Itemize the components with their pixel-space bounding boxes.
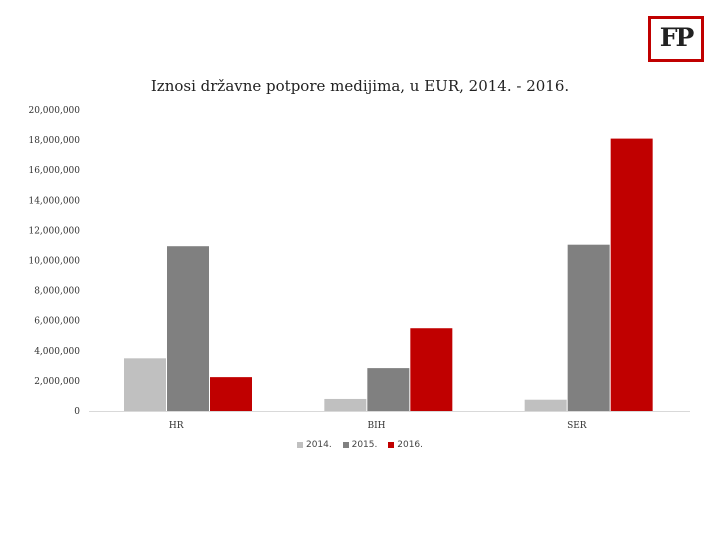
legend-item-2014: 2014. (296, 440, 332, 450)
y-tick-label: 16,000,000 (28, 166, 80, 176)
y-tick-label: 6,000,000 (34, 317, 80, 327)
bar-ser-0 (524, 399, 567, 411)
bar-hr-0 (124, 358, 166, 411)
y-tick-label: 0 (74, 407, 80, 417)
y-tick-label: 10,000,000 (28, 257, 80, 267)
legend-swatch-2015 (342, 441, 349, 448)
y-tick-label: 14,000,000 (28, 196, 80, 206)
legend-item-2015: 2015. (342, 440, 378, 450)
x-tick-label: HR (169, 421, 184, 431)
legend-swatch-2016 (388, 441, 395, 448)
x-tick-label: SER (567, 421, 587, 431)
chart-title: Iznosi državne potpore medijima, u EUR, … (150, 77, 570, 95)
bar-bih-1 (367, 368, 410, 411)
legend-label-2014: 2014. (305, 440, 332, 450)
bar-ser-1 (567, 244, 610, 411)
legend-label-2015: 2015. (351, 440, 378, 450)
y-tick-label: 18,000,000 (28, 136, 80, 146)
bar-hr-2 (210, 377, 252, 411)
bar-ser-2 (610, 138, 653, 411)
bar-hr-1 (167, 246, 209, 411)
y-tick-label: 2,000,000 (34, 377, 80, 387)
y-tick-label: 12,000,000 (28, 226, 80, 236)
y-tick-label: 20,000,000 (28, 106, 80, 116)
legend-swatch-2014 (296, 441, 303, 448)
y-tick-label: 8,000,000 (34, 287, 80, 297)
bar-bih-0 (324, 398, 367, 411)
legend: 2014. 2015. 2016. (0, 440, 720, 450)
y-tick-label: 4,000,000 (34, 347, 80, 357)
fp-logo: FP (648, 16, 704, 62)
x-tick-label: BIH (367, 421, 385, 431)
legend-label-2016: 2016. (397, 440, 424, 450)
legend-item-2016: 2016. (388, 440, 423, 450)
bar-bih-2 (410, 328, 453, 411)
logo-text: FP (659, 23, 695, 52)
